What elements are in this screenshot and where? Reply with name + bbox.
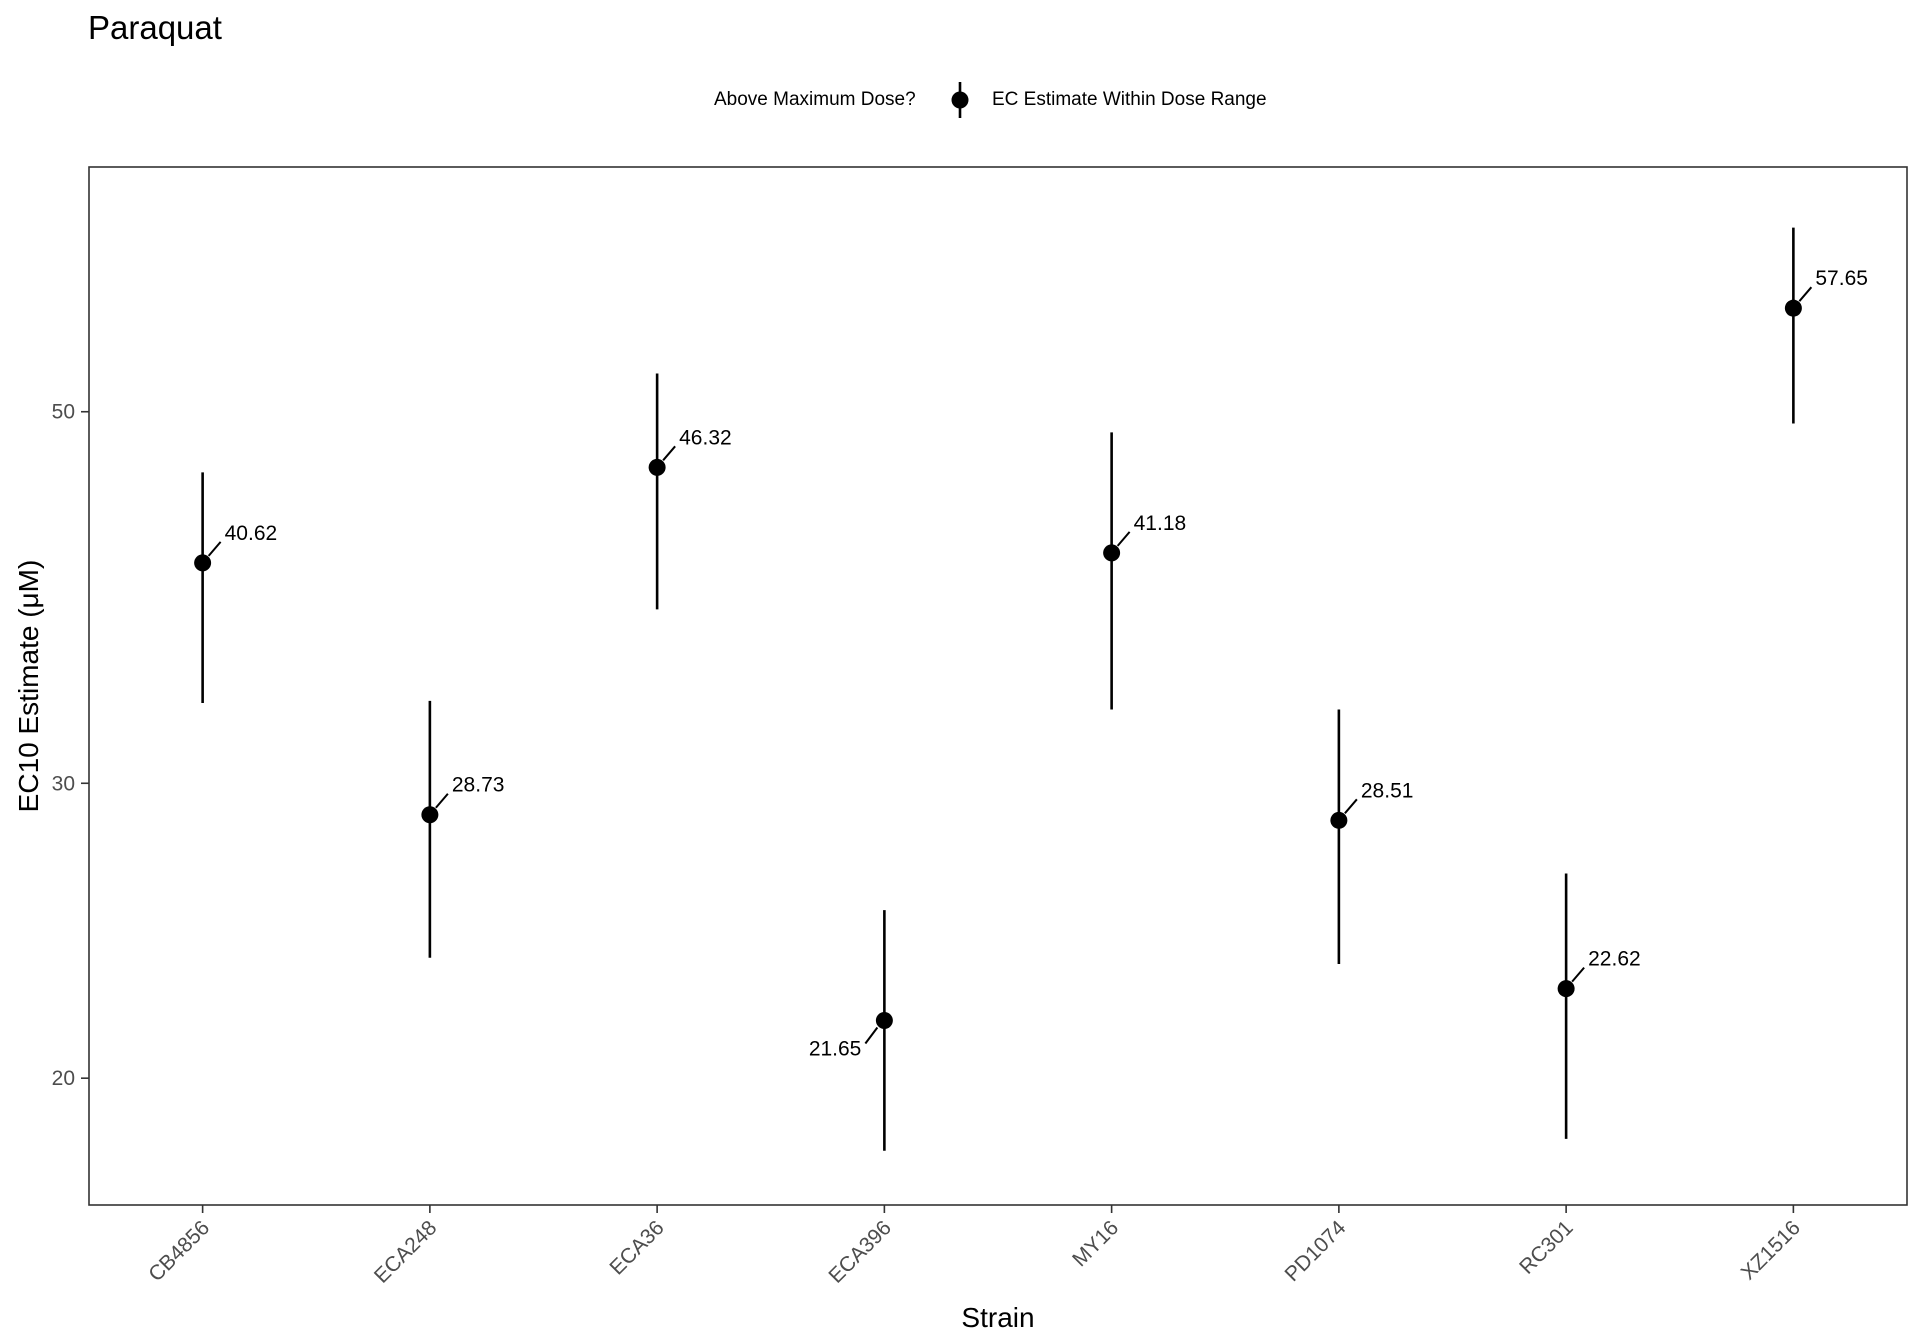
data-label: 40.62 bbox=[225, 522, 278, 545]
x-axis: CB4856 ECA248 ECA36 ECA396 MY16 PD1074 RC301 XZ… bbox=[144, 1205, 1805, 1288]
data-label: 28.73 bbox=[452, 774, 505, 797]
label-leader-line bbox=[864, 1026, 879, 1045]
data-point bbox=[421, 806, 439, 824]
data-point bbox=[194, 554, 212, 572]
y-tick-label: 20 bbox=[52, 1067, 75, 1090]
label-leader-line bbox=[207, 541, 222, 557]
label-leader-line bbox=[1798, 286, 1813, 302]
data-label: 28.51 bbox=[1361, 779, 1414, 802]
data-point bbox=[875, 1012, 893, 1030]
legend-label: EC Estimate Within Dose Range bbox=[992, 89, 1267, 110]
y-axis: 20 30 50 bbox=[52, 401, 89, 1090]
label-leader-line bbox=[1116, 531, 1131, 547]
data-point bbox=[648, 458, 666, 476]
label-leader-line bbox=[1571, 966, 1585, 983]
legend-key-point-range-icon bbox=[951, 82, 969, 118]
chart-title: Paraquat bbox=[88, 9, 222, 46]
data-point bbox=[1103, 544, 1121, 562]
y-axis-title: EC10 Estimate (μM) bbox=[13, 560, 44, 813]
label-leader-line bbox=[1344, 798, 1358, 814]
data-point bbox=[1330, 811, 1348, 829]
label-leader-line bbox=[435, 793, 449, 809]
x-tick-label: ECA248 bbox=[370, 1216, 442, 1288]
x-tick-label: ECA36 bbox=[605, 1216, 668, 1279]
data-label: 41.18 bbox=[1134, 512, 1187, 535]
x-tick-label: PD1074 bbox=[1280, 1216, 1350, 1286]
legend-title: Above Maximum Dose? bbox=[714, 89, 916, 110]
data-label: 46.32 bbox=[679, 426, 732, 449]
x-axis-title: Strain bbox=[961, 1302, 1034, 1333]
data-label: 22.62 bbox=[1588, 948, 1641, 971]
panel-border bbox=[88, 166, 1908, 1206]
y-tick-label: 50 bbox=[52, 401, 75, 424]
x-tick-label: RC301 bbox=[1515, 1216, 1577, 1278]
label-leader-line bbox=[662, 445, 676, 461]
x-tick-label: XZ1516 bbox=[1737, 1216, 1805, 1284]
y-tick-label: 30 bbox=[52, 772, 75, 795]
x-tick-label: MY16 bbox=[1068, 1216, 1123, 1271]
legend: Above Maximum Dose? EC Estimate Within D… bbox=[0, 80, 1920, 120]
x-tick-label: ECA396 bbox=[824, 1216, 896, 1288]
data-point bbox=[1784, 299, 1802, 317]
data-point bbox=[1557, 980, 1575, 998]
data-marks: 40.62 28.73 46.32 21.65 41.18 28.51 22.62 57.65 bbox=[194, 227, 1868, 1151]
x-tick-label: CB4856 bbox=[144, 1216, 214, 1286]
data-label: 57.65 bbox=[1815, 267, 1868, 290]
data-label: 21.65 bbox=[809, 1038, 862, 1061]
